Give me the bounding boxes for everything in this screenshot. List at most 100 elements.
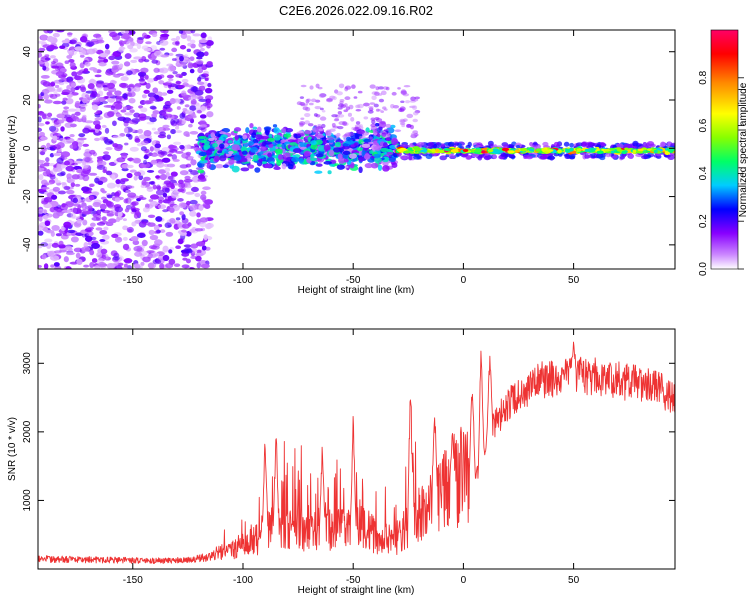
spectrogram-cell	[206, 61, 213, 66]
spectrogram-cell	[394, 129, 402, 133]
spectrogram-cell	[93, 33, 102, 38]
spectrogram-cell	[363, 138, 372, 143]
spectrogram-cell	[111, 192, 116, 197]
spectrogram-cell	[314, 170, 323, 174]
spectrogram-cell	[84, 120, 94, 124]
spectrogram-cell	[89, 183, 95, 187]
spectrogram-cell	[181, 78, 189, 83]
spectrogram-cell	[183, 244, 192, 248]
spectrogram-cell	[378, 98, 385, 103]
spectrogram-cell	[194, 228, 204, 232]
snr-series-line	[38, 341, 675, 565]
spectrogram-cell	[160, 150, 168, 156]
spectrogram-cell	[99, 203, 107, 210]
spectrogram-cell	[122, 33, 130, 39]
spectrogram-cell	[38, 230, 44, 236]
spectrogram-cell	[255, 134, 263, 140]
spectrogram-cell	[102, 154, 111, 161]
spectrogram-cell	[63, 106, 70, 110]
spectrogram-cell	[219, 131, 226, 135]
spectrogram-cell	[175, 130, 183, 133]
spectrogram-cell	[106, 91, 113, 96]
spectrogram-cell	[515, 144, 521, 149]
spectrogram-cell	[336, 91, 343, 96]
spectrogram-cell	[65, 266, 72, 269]
spectrogram-cell	[94, 123, 101, 130]
spectrogram-cell	[194, 192, 201, 198]
spectrogram-cell	[207, 148, 215, 152]
spectrogram-cell	[45, 157, 50, 163]
spectrogram-cell	[171, 154, 178, 161]
spectrogram-cell	[299, 142, 307, 148]
spectrogram-cell	[111, 174, 116, 181]
spectrogram-cell	[355, 109, 362, 112]
spectrogram-cell	[146, 186, 153, 190]
spectrogram-cell	[304, 120, 311, 125]
spectrogram-cell	[123, 258, 133, 263]
spectrogram-cell	[89, 222, 96, 227]
spectrogram-cell	[149, 181, 155, 185]
spectrogram-cell	[355, 121, 361, 125]
spectrogram-cell	[124, 53, 132, 59]
spectrogram-cell	[204, 87, 213, 94]
spectrogram-cell	[114, 236, 123, 243]
spectrogram-cell	[206, 162, 212, 169]
spectrogram-cell	[533, 141, 538, 146]
spectrogram-cell	[122, 236, 128, 241]
spectrogram-cell	[171, 191, 179, 198]
spectrogram-cell	[43, 30, 50, 34]
spectrogram-cell	[529, 148, 534, 152]
spectrogram-cell	[405, 100, 410, 104]
spectrogram-cell	[576, 148, 582, 152]
spectrogram-cell	[67, 118, 74, 123]
spectrogram-cell	[152, 184, 157, 190]
spectrogram-cell	[72, 197, 78, 204]
spectrogram-cell	[242, 134, 248, 140]
spectrogram-cell	[189, 105, 197, 112]
spectrogram-cell	[313, 113, 318, 117]
spectrogram-cell	[484, 155, 492, 160]
spectrogram-cell	[373, 153, 381, 159]
spectrogram-cell	[81, 162, 89, 169]
spectrogram-cell	[292, 148, 302, 154]
spectrogram-cell	[148, 96, 156, 102]
spectrogram-cell	[45, 229, 55, 234]
spectrogram-cell	[69, 134, 75, 138]
spectrogram-cell	[367, 110, 374, 114]
spectrogram-cell	[320, 123, 326, 129]
spectrogram-cell	[287, 163, 294, 170]
spectrogram-cell	[51, 61, 56, 65]
spectrogram-cell	[91, 91, 98, 98]
spectrogram-cell	[162, 192, 168, 198]
spectrogram-cell	[127, 91, 136, 98]
spectrogram-cell	[41, 254, 47, 260]
spectrogram-cell	[197, 81, 205, 86]
spectrogram-cell	[54, 84, 60, 89]
spectrogram-cell	[137, 128, 144, 134]
spectrogram-cell	[351, 84, 356, 89]
spectrogram-cell	[52, 100, 62, 105]
spectrogram-cell	[205, 39, 214, 46]
spectrogram-cell	[42, 81, 51, 87]
spectrogram-cell	[63, 221, 72, 228]
spectrogram-cell	[143, 130, 152, 137]
colorbar-tick-label: 0.8	[698, 70, 709, 84]
spectrogram-cell	[127, 157, 134, 162]
spectrogram-cell	[198, 204, 204, 211]
spectrogram-cell	[153, 97, 161, 103]
spectrogram-cell	[214, 155, 220, 162]
spectrogram-cell	[91, 258, 98, 263]
spectrogram-cell	[169, 149, 178, 153]
spectrogram-cell	[103, 87, 109, 92]
spectrogram-cell	[667, 154, 675, 160]
spectrogram-cell	[53, 79, 62, 84]
spectrogram-cell	[140, 146, 147, 152]
spectrogram-cell	[191, 186, 199, 193]
spectrogram-cell	[101, 216, 107, 222]
spectrogram-cell	[56, 87, 62, 93]
spectrogram-cell	[121, 167, 129, 172]
spectrogram-cell	[300, 117, 305, 120]
spectrogram-cell	[45, 169, 51, 176]
spectrogram-cell	[89, 261, 95, 268]
